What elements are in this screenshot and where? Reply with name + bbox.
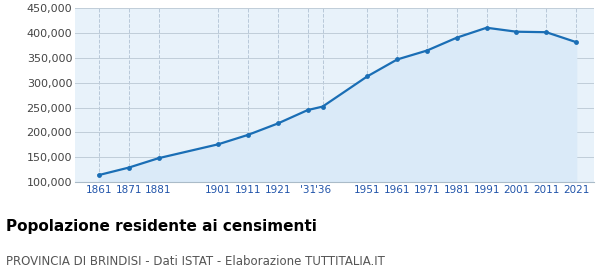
Text: Popolazione residente ai censimenti: Popolazione residente ai censimenti — [6, 219, 317, 234]
Text: PROVINCIA DI BRINDISI - Dati ISTAT - Elaborazione TUTTITALIA.IT: PROVINCIA DI BRINDISI - Dati ISTAT - Ela… — [6, 255, 385, 268]
